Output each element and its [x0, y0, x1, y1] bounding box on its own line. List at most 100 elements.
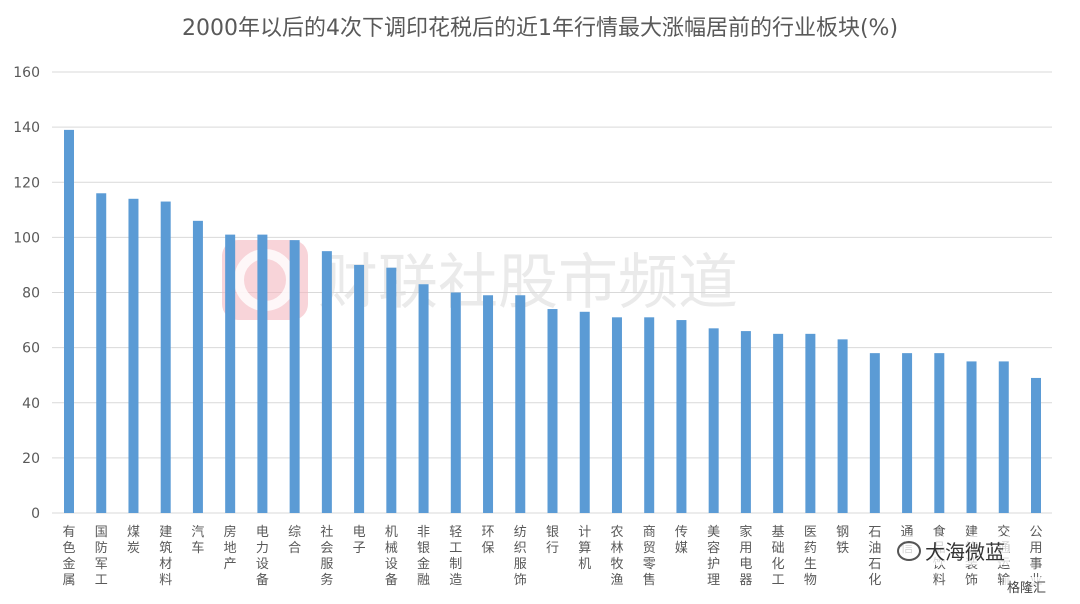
bar	[225, 234, 236, 513]
x-category-label: 油	[868, 541, 881, 556]
x-category-label: 行	[546, 541, 559, 556]
x-category-label: 石	[868, 525, 881, 540]
y-tick-label: 40	[22, 396, 40, 412]
bar	[708, 328, 719, 513]
x-category-label: 设	[385, 557, 398, 572]
x-category-label: 银	[417, 541, 430, 556]
x-category-label: 色	[62, 540, 75, 556]
y-tick-label: 160	[13, 65, 40, 81]
x-category-label: 石	[868, 557, 881, 572]
x-category-label: 车	[191, 540, 204, 556]
x-category-label: 军	[95, 557, 108, 572]
y-tick-label: 80	[22, 286, 40, 302]
x-category-label: 家	[739, 524, 752, 540]
x-category-label: 医	[804, 525, 817, 540]
x-category-label: 织	[514, 541, 527, 556]
x-category-label: 服	[514, 557, 527, 572]
bar	[837, 339, 848, 513]
x-category-label: 渔	[610, 573, 623, 588]
x-category-label: 防	[95, 540, 108, 556]
x-category-label: 材	[159, 557, 172, 572]
x-category-label: 煤	[127, 525, 140, 540]
x-category-label: 合	[288, 541, 301, 556]
bars-layer	[64, 129, 1041, 513]
y-tick-label: 60	[22, 341, 40, 357]
bar	[160, 201, 171, 513]
x-category-label: 料	[159, 573, 172, 588]
x-category-label: 零	[643, 557, 656, 572]
bar	[96, 193, 107, 513]
x-category-label: 服	[320, 557, 333, 572]
x-category-label: 务	[320, 572, 333, 588]
gelonghui-watermark-text: 格隆汇	[1007, 581, 1047, 596]
x-category-label: 林	[610, 541, 623, 556]
x-category-label: 炭	[127, 541, 140, 556]
x-category-label: 产	[224, 557, 237, 572]
x-category-label: 金	[62, 556, 75, 572]
x-category-label: 传	[675, 525, 688, 540]
x-category-label: 银	[546, 525, 559, 540]
x-category-label: 社	[320, 524, 333, 540]
x-category-label: 融	[417, 573, 430, 588]
x-category-label: 房	[224, 524, 237, 540]
bar	[740, 331, 751, 513]
x-category-label: 电	[739, 557, 752, 572]
x-category-label: 电	[353, 525, 366, 540]
bar	[966, 361, 977, 513]
x-category-label: 非	[417, 525, 430, 540]
x-category-label: 汽	[191, 525, 204, 540]
y-tick-label: 0	[31, 506, 40, 522]
bar	[483, 295, 494, 513]
x-category-label: 铁	[836, 541, 849, 556]
bar	[386, 267, 397, 513]
x-category-label: 物	[804, 573, 817, 588]
x-category-label: 金	[417, 556, 430, 572]
bar	[450, 292, 461, 513]
x-category-label: 饰	[965, 573, 978, 588]
bar	[354, 264, 365, 513]
x-category-label: 机	[385, 525, 398, 540]
x-category-label: 牧	[610, 557, 623, 572]
x-category-label: 事	[1029, 557, 1042, 572]
bar	[805, 333, 816, 513]
x-category-label: 电	[256, 525, 269, 540]
x-category-label: 媒	[675, 541, 688, 556]
x-category-label: 饰	[514, 573, 527, 588]
gelonghui-watermark: 格隆汇	[1004, 577, 1050, 596]
x-category-label: 钢	[836, 525, 849, 540]
y-tick-label: 140	[13, 120, 40, 136]
bar	[676, 320, 687, 513]
x-category-label: 生	[804, 557, 817, 572]
x-category-label: 会	[320, 541, 333, 556]
bar	[547, 309, 558, 513]
x-category-label: 用	[1029, 541, 1042, 556]
x-category-label: 子	[353, 541, 366, 556]
wechat-watermark: 大海微蓝	[893, 536, 1009, 565]
bar	[128, 198, 139, 513]
x-category-label: 属	[62, 573, 75, 588]
x-category-label: 工	[95, 573, 108, 588]
y-tick-labels: 0 20 40 60 80 100 120 140 160	[13, 65, 40, 522]
bar	[998, 361, 1009, 513]
x-category-label: 有	[62, 525, 75, 540]
x-category-label: 建	[159, 525, 172, 540]
x-category-label: 环	[482, 525, 495, 540]
bar	[934, 353, 945, 513]
x-category-label: 美	[707, 525, 720, 540]
x-category-label: 工	[772, 573, 785, 588]
x-category-label: 保	[482, 541, 495, 556]
bar	[869, 353, 880, 513]
bar	[773, 333, 784, 513]
bar	[902, 353, 913, 513]
x-category-label: 纺	[514, 525, 527, 540]
bar	[192, 220, 203, 513]
x-category-label: 轻	[449, 525, 462, 540]
bar	[64, 129, 74, 513]
x-category-label: 械	[385, 541, 398, 556]
x-category-label: 容	[707, 540, 720, 556]
x-category-label: 基	[772, 525, 785, 540]
x-category-label: 商	[643, 525, 656, 540]
x-category-label: 贸	[643, 541, 656, 556]
wechat-watermark-text: 大海微蓝	[925, 540, 1005, 564]
watermark-text: 财联社股市频道	[318, 248, 738, 318]
